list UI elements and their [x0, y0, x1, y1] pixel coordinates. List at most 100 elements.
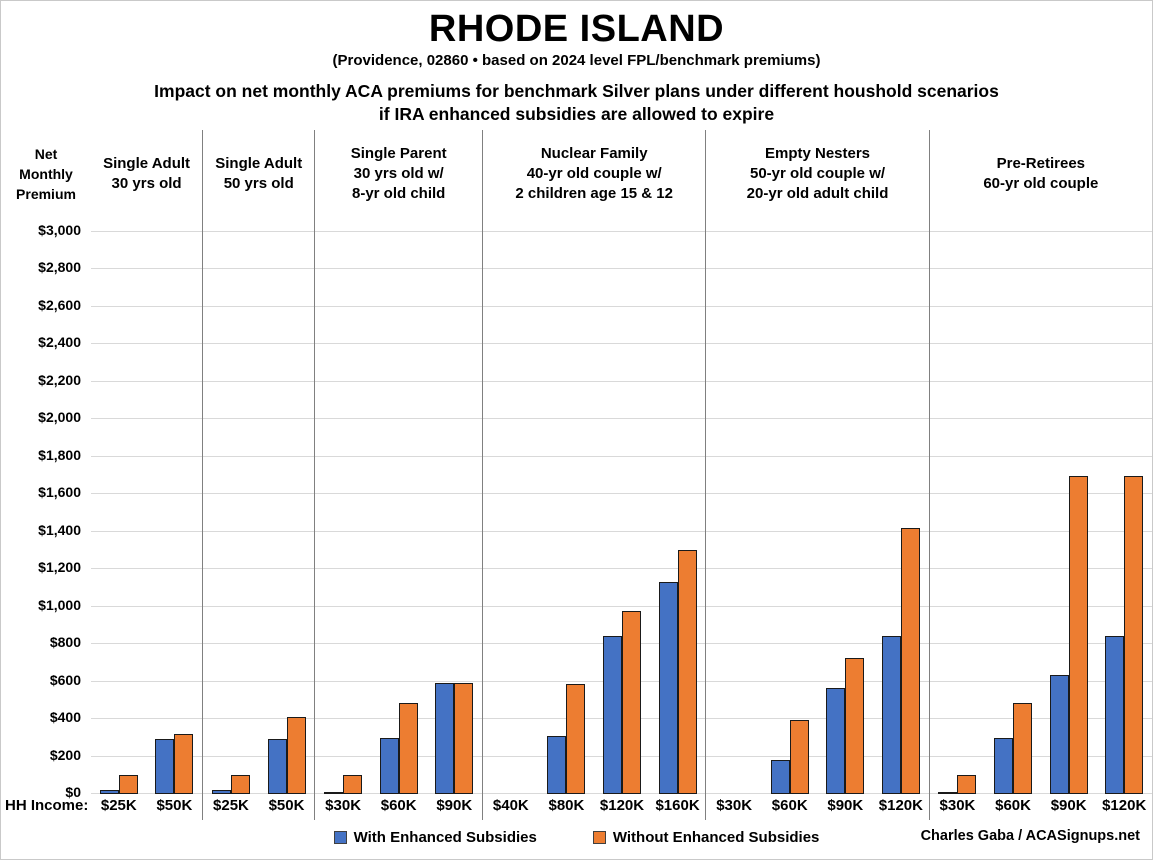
group-header-line: 30 yrs old [111, 175, 182, 192]
group-header: Empty Nesters 50-yr old couple w/20-yr ol… [705, 130, 928, 218]
income-label: $30K [325, 797, 362, 814]
bar-with-enhanced [435, 683, 455, 794]
gridline [91, 418, 1152, 420]
income-column [818, 218, 874, 794]
legend-item-without-enhanced: Without Enhanced Subsidies [592, 828, 820, 846]
bar-without-enhanced [845, 658, 865, 794]
bar-with-enhanced [267, 738, 287, 794]
chart-heading: Impact on net monthly ACA premiums for b… [1, 80, 1152, 126]
income-label: $40K [492, 797, 529, 814]
income-label: $120K [599, 797, 645, 814]
group-header-line: 50 yrs old [223, 175, 294, 192]
income-column [650, 218, 706, 794]
income-column [706, 218, 762, 794]
bar-without-enhanced [1068, 476, 1088, 794]
bar-without-enhanced [1013, 703, 1033, 794]
title-block: RHODE ISLAND (Providence, 02860 • based … [1, 1, 1152, 126]
gridline [91, 268, 1152, 270]
legend-swatch-without-icon [592, 830, 606, 844]
group-header: Single Parent 30 yrs old w/8-yr old child [314, 130, 482, 218]
income-column [91, 218, 147, 794]
group-income-labels: $25K $50K [91, 794, 202, 820]
bar-with-enhanced [379, 737, 399, 794]
bar-pair [379, 703, 418, 794]
bar-pair [658, 550, 697, 794]
bar-without-enhanced [957, 775, 977, 794]
y-tick-label: $2,000 [38, 409, 81, 426]
bar-without-enhanced [621, 611, 641, 794]
legend-label-with: With Enhanced Subsidies [353, 828, 537, 846]
bar-without-enhanced [230, 775, 250, 794]
bar-with-enhanced [770, 760, 790, 794]
y-tick-label: $2,800 [38, 259, 81, 276]
income-column [203, 218, 259, 794]
income-label: $120K [1102, 797, 1147, 814]
group-header-line: 50-yr old couple w/ [750, 165, 886, 182]
group-header: Pre-Retirees 60-yr old couple [928, 130, 1152, 218]
bar-without-enhanced [343, 775, 363, 794]
group-header-line: 40-yr old couple w/ [526, 165, 662, 182]
y-tick-label: $1,200 [38, 559, 81, 576]
y-tick-label: $1,000 [38, 596, 81, 613]
plot-row: $0 $200 $400 $600 $800 $1,000 $1,200 $1,400 $1,6… [1, 218, 1152, 800]
group-header-line: 20-yr old adult child [746, 185, 889, 202]
income-column [762, 218, 818, 794]
group-header: Nuclear Family 40-yr old couple w/2 child… [482, 130, 705, 218]
bar-pair [267, 717, 306, 794]
income-column [539, 218, 595, 794]
income-label: $80K [548, 797, 585, 814]
y-tick-label: $800 [49, 634, 81, 651]
bar-without-enhanced [566, 684, 586, 794]
income-column [930, 218, 986, 794]
group-income-labels: $30K $60K $90K $120K [705, 794, 928, 820]
group-header-line: Empty Nesters [764, 145, 871, 162]
legend-label-without: Without Enhanced Subsidies [612, 828, 820, 846]
income-label: $90K [827, 797, 864, 814]
group-header-line: Nuclear Family [540, 145, 648, 162]
gridline [91, 568, 1152, 570]
bar-pair [155, 734, 194, 794]
bar-pair [211, 775, 250, 794]
group-income-labels: $40K $80K $120K $160K [482, 794, 705, 820]
bar-pair [770, 720, 809, 794]
bar-with-enhanced [155, 738, 175, 794]
income-label: $50K [268, 797, 305, 814]
group-strip [91, 218, 202, 794]
y-tick-label: $200 [49, 746, 81, 763]
chart-subtitle: (Providence, 02860 • based on 2024 level… [332, 52, 821, 69]
group-header-line: 2 children age 15 & 12 [515, 185, 673, 202]
group-header-line: Pre-Retirees [996, 155, 1086, 172]
bar-with-enhanced [547, 735, 567, 794]
heading-line-2: if IRA enhanced subsidies are allowed to… [378, 104, 775, 124]
bar-pair [1105, 476, 1144, 794]
income-label: $90K [436, 797, 473, 814]
y-tick-label: $2,200 [38, 371, 81, 388]
income-label: $30K [939, 797, 976, 814]
legend-item-with-enhanced: With Enhanced Subsidies [333, 828, 537, 846]
group-header-line: 30 yrs old w/ [353, 165, 444, 182]
income-column [1041, 218, 1097, 794]
group-header-line: Single Adult [103, 155, 191, 172]
income-label: $50K [156, 797, 193, 814]
income-label: $160K [655, 797, 700, 814]
bar-with-enhanced [602, 635, 622, 794]
income-column [426, 218, 482, 794]
group-header-row: Net Monthly Premium Single Adult 30 yrs o… [1, 130, 1152, 218]
y-tick-label: $1,600 [38, 484, 81, 501]
bar-without-enhanced [454, 683, 474, 794]
bar-with-enhanced [99, 790, 119, 794]
income-column [483, 218, 539, 794]
group-strip [928, 218, 1152, 794]
gridline [91, 305, 1152, 307]
income-column [315, 218, 371, 794]
bar-with-enhanced [881, 635, 901, 794]
bar-pair [881, 528, 920, 794]
bar-pair [994, 703, 1033, 794]
income-label: $25K [213, 797, 249, 814]
group-strip [482, 218, 705, 794]
group-income-labels: $30K $60K $90K [314, 794, 482, 820]
income-column [1096, 218, 1152, 794]
income-label: $120K [878, 797, 923, 814]
y-tick-label: $0 [65, 784, 81, 800]
y-axis-title-line: Premium [16, 186, 76, 202]
